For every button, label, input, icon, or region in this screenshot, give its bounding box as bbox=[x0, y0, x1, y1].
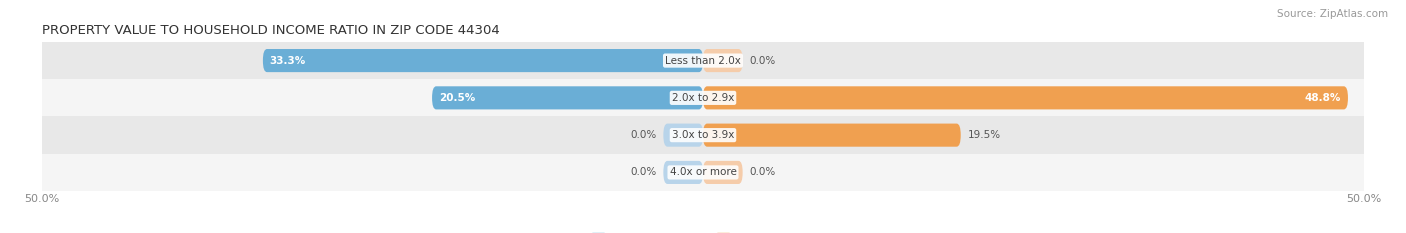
FancyBboxPatch shape bbox=[703, 161, 742, 184]
FancyBboxPatch shape bbox=[664, 161, 703, 184]
Text: 0.0%: 0.0% bbox=[749, 168, 776, 177]
Bar bbox=[42, 42, 1364, 79]
Text: Source: ZipAtlas.com: Source: ZipAtlas.com bbox=[1277, 9, 1388, 19]
Bar bbox=[42, 154, 1364, 191]
Text: 0.0%: 0.0% bbox=[749, 56, 776, 65]
FancyBboxPatch shape bbox=[432, 86, 703, 110]
FancyBboxPatch shape bbox=[703, 49, 742, 72]
Text: 0.0%: 0.0% bbox=[630, 130, 657, 140]
Text: 4.0x or more: 4.0x or more bbox=[669, 168, 737, 177]
Text: PROPERTY VALUE TO HOUSEHOLD INCOME RATIO IN ZIP CODE 44304: PROPERTY VALUE TO HOUSEHOLD INCOME RATIO… bbox=[42, 24, 501, 37]
Bar bbox=[42, 79, 1364, 116]
Text: 19.5%: 19.5% bbox=[967, 130, 1001, 140]
Text: 20.5%: 20.5% bbox=[439, 93, 475, 103]
FancyBboxPatch shape bbox=[703, 86, 1348, 110]
Text: 2.0x to 2.9x: 2.0x to 2.9x bbox=[672, 93, 734, 103]
Bar bbox=[42, 116, 1364, 154]
Text: 0.0%: 0.0% bbox=[630, 168, 657, 177]
FancyBboxPatch shape bbox=[664, 123, 703, 147]
Text: Less than 2.0x: Less than 2.0x bbox=[665, 56, 741, 65]
Text: 48.8%: 48.8% bbox=[1305, 93, 1341, 103]
Text: 3.0x to 3.9x: 3.0x to 3.9x bbox=[672, 130, 734, 140]
FancyBboxPatch shape bbox=[263, 49, 703, 72]
FancyBboxPatch shape bbox=[703, 123, 960, 147]
Text: 33.3%: 33.3% bbox=[270, 56, 305, 65]
